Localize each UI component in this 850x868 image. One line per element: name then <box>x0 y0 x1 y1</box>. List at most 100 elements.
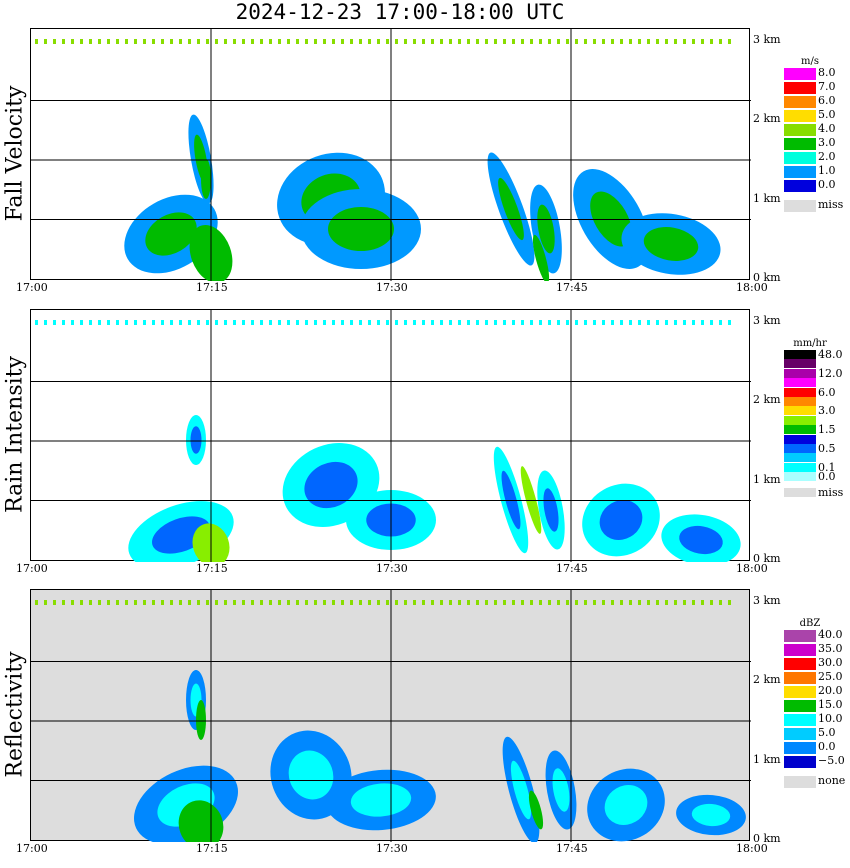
clutter-mark <box>665 320 668 325</box>
x-tick-label: 17:00 <box>16 281 48 294</box>
clutter-mark <box>377 39 380 44</box>
clutter-mark <box>683 600 686 605</box>
clutter-mark <box>467 320 470 325</box>
x-tick-label: 17:30 <box>376 842 408 855</box>
clutter-mark <box>548 320 551 325</box>
clutter-mark <box>575 600 578 605</box>
legend-label: 6.0 <box>818 94 836 107</box>
precip-echo-inner <box>679 525 723 555</box>
clutter-mark <box>116 39 119 44</box>
legend-label: 8.0 <box>818 66 836 79</box>
clutter-mark <box>602 320 605 325</box>
clutter-mark <box>512 39 515 44</box>
clutter-mark <box>260 39 263 44</box>
clutter-mark <box>314 600 317 605</box>
legend-unit: dBZ <box>799 618 821 629</box>
clutter-mark <box>323 320 326 325</box>
clutter-mark <box>323 39 326 44</box>
clutter-mark <box>503 320 506 325</box>
legend-swatch <box>784 776 816 788</box>
clutter-mark <box>170 320 173 325</box>
legend-swatch <box>784 110 816 122</box>
panel-ylabel: Reflectivity <box>2 651 28 778</box>
clutter-mark <box>692 320 695 325</box>
clutter-mark <box>170 39 173 44</box>
clutter-mark <box>269 600 272 605</box>
clutter-mark <box>296 600 299 605</box>
legend-swatch <box>784 700 816 712</box>
precip-echo-inner <box>328 207 394 251</box>
clutter-mark <box>152 600 155 605</box>
y-tick-label: 0 km <box>753 832 781 845</box>
x-tick-label: 17:45 <box>556 842 588 855</box>
clutter-mark <box>620 320 623 325</box>
clutter-mark <box>242 320 245 325</box>
clutter-mark <box>62 600 65 605</box>
precip-echo-inner <box>537 204 555 254</box>
clutter-mark <box>674 320 677 325</box>
clutter-mark <box>494 600 497 605</box>
clutter-mark <box>287 39 290 44</box>
clutter-mark <box>314 39 317 44</box>
clutter-mark <box>377 320 380 325</box>
legend-swatch <box>784 397 816 406</box>
clutter-mark <box>251 39 254 44</box>
clutter-mark <box>53 320 56 325</box>
clutter-mark <box>80 320 83 325</box>
x-tick-label: 17:15 <box>196 281 228 294</box>
y-tick-label: 2 km <box>753 112 781 126</box>
clutter-mark <box>701 39 704 44</box>
legend-swatch <box>784 387 816 397</box>
clutter-mark <box>575 320 578 325</box>
precip-echo-inner <box>543 488 559 532</box>
legend-label: 5.0 <box>818 726 836 739</box>
clutter-mark <box>296 320 299 325</box>
clutter-mark <box>350 320 353 325</box>
clutter-mark <box>278 600 281 605</box>
clutter-mark <box>404 320 407 325</box>
precip-echo-inner <box>599 500 643 540</box>
clutter-mark <box>413 39 416 44</box>
clutter-mark <box>179 39 182 44</box>
clutter-mark <box>188 600 191 605</box>
legend-swatch <box>784 180 816 192</box>
clutter-mark <box>53 600 56 605</box>
clutter-mark <box>350 39 353 44</box>
clutter-mark <box>458 600 461 605</box>
legend-swatch <box>784 672 816 684</box>
clutter-mark <box>260 320 263 325</box>
clutter-mark <box>134 39 137 44</box>
legend-swatch <box>784 644 816 656</box>
clutter-mark <box>143 39 146 44</box>
clutter-mark <box>629 39 632 44</box>
legend-swatch <box>784 152 816 164</box>
legend-swatch <box>784 359 816 369</box>
legend-swatch <box>784 425 816 435</box>
legend-label: 2.0 <box>818 150 836 163</box>
legend-swatch <box>784 124 816 136</box>
clutter-mark <box>161 39 164 44</box>
clutter-mark <box>485 320 488 325</box>
panel-ylabel: Rain Intensity <box>2 356 28 513</box>
legend-label: 0.5 <box>818 442 836 455</box>
clutter-mark <box>629 320 632 325</box>
clutter-mark <box>449 600 452 605</box>
legend-swatch <box>784 444 816 453</box>
clutter-mark <box>44 39 47 44</box>
clutter-mark <box>350 600 353 605</box>
clutter-mark <box>233 320 236 325</box>
clutter-mark <box>728 39 731 44</box>
legend-swatch <box>784 138 816 150</box>
clutter-mark <box>656 320 659 325</box>
clutter-mark <box>575 39 578 44</box>
legend-label: none <box>818 774 846 787</box>
legend-label: 6.0 <box>818 385 836 399</box>
clutter-mark <box>413 320 416 325</box>
clutter-mark <box>278 39 281 44</box>
legend-label: 30.0 <box>818 656 843 669</box>
clutter-mark <box>377 600 380 605</box>
clutter-mark <box>728 320 731 325</box>
clutter-mark <box>701 320 704 325</box>
legend-label: 20.0 <box>818 684 843 697</box>
legend-label: −5.0 <box>818 754 845 767</box>
